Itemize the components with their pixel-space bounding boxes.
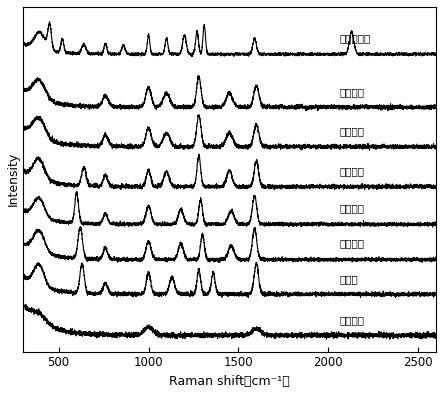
Text: 利索卡因: 利索卡因 [339, 203, 364, 213]
Text: 布比卡因: 布比卡因 [339, 126, 364, 137]
Text: 丙胺卡因: 丙胺卡因 [339, 166, 364, 176]
Y-axis label: Intensity: Intensity [7, 152, 20, 207]
Text: 氯普鲁卡因: 氯普鲁卡因 [339, 33, 370, 43]
Text: 普鲁卡因: 普鲁卡因 [339, 239, 364, 249]
Text: 罗哇卡因: 罗哇卡因 [339, 87, 364, 97]
Text: 丁卡因: 丁卡因 [339, 274, 358, 284]
Text: 基质空白: 基质空白 [339, 316, 364, 325]
X-axis label: Raman shift（cm⁻¹）: Raman shift（cm⁻¹） [169, 375, 290, 388]
